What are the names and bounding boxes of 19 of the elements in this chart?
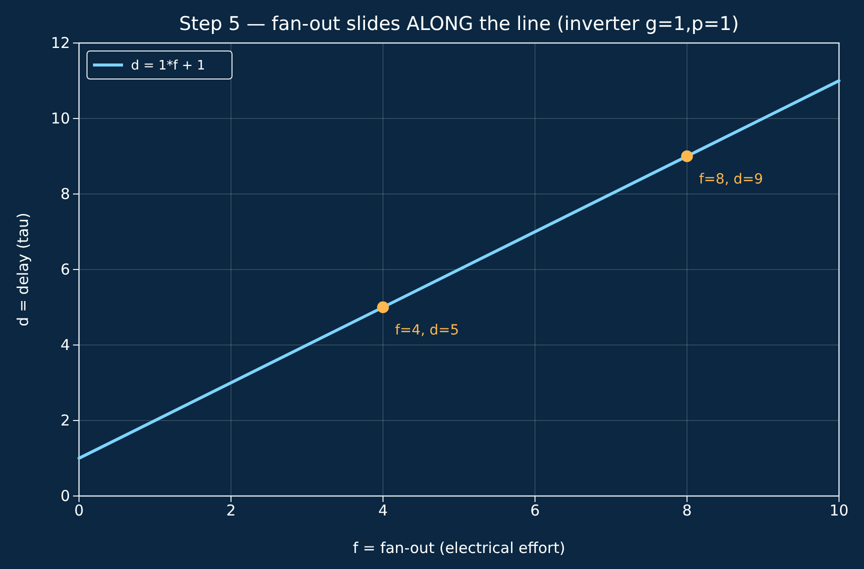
x-axis-title: f = fan-out (electrical effort): [352, 539, 566, 557]
y-tick-label: 8: [60, 184, 70, 203]
y-tick-label: 2: [60, 411, 70, 430]
annotation: f=8, d=9: [699, 171, 763, 188]
chart-title: Step 5 — fan-out slides ALONG the line (inverter g=1,p=1): [179, 13, 739, 35]
y-tick-label: 4: [60, 336, 70, 354]
y-tick-label: 0: [60, 486, 70, 505]
x-tick-label: 8: [682, 502, 692, 520]
x-tick-label: 0: [74, 502, 84, 520]
x-tick-label: 10: [829, 502, 849, 520]
x-tick-label: 6: [530, 502, 540, 520]
x-tick-label: 4: [378, 502, 388, 520]
y-tick-label: 10: [50, 109, 70, 128]
x-tick-label: 2: [226, 502, 236, 520]
legend-label: d = 1*f + 1: [131, 58, 206, 74]
y-tick-label: 12: [50, 34, 70, 52]
y-tick-label: 6: [60, 260, 70, 278]
y-axis-title: d = delay (tau): [14, 212, 32, 326]
annotation: f=4, d=5: [395, 322, 459, 338]
